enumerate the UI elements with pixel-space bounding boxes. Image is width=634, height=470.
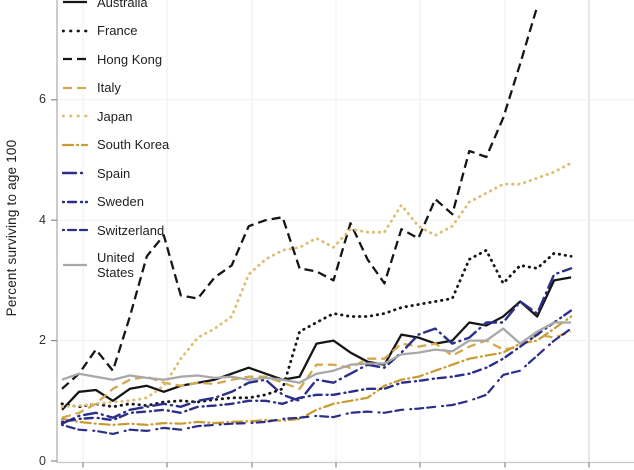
legend-label: Spain bbox=[97, 165, 131, 181]
y-tick-label: 4 bbox=[39, 212, 46, 227]
legend-label: Italy bbox=[97, 80, 121, 95]
legend-label: Australia bbox=[97, 0, 148, 10]
legend-item-hong-kong: Hong Kong bbox=[62, 50, 169, 68]
legend-item-switzerland: Switzerland bbox=[62, 221, 169, 239]
legend-item-france: France bbox=[62, 22, 169, 40]
y-axis-title: Percent surviving to age 100 bbox=[4, 139, 19, 317]
legend-swatch-line bbox=[63, 57, 87, 61]
legend-swatch-line bbox=[62, 29, 88, 32]
y-tick-label: 0 bbox=[39, 453, 46, 468]
legend-item-spain: Spain bbox=[62, 164, 169, 182]
legend-item-united-states: United States bbox=[62, 250, 169, 281]
legend-swatch-line bbox=[63, 263, 87, 267]
legend-swatch-line bbox=[62, 228, 88, 232]
legend-swatch-line bbox=[63, 86, 87, 89]
series-line-south-korea bbox=[60, 315, 573, 426]
series-line-australia bbox=[61, 276, 572, 411]
legend-swatch-line bbox=[62, 200, 88, 203]
legend-label: South Korea bbox=[97, 137, 170, 152]
legend-item-sweden: Sweden bbox=[62, 193, 169, 211]
legend: Australia France Hong Kong Italy Japan South … bbox=[62, 0, 169, 281]
legend-item-italy: Italy bbox=[62, 79, 169, 97]
y-tick-label: 2 bbox=[39, 333, 46, 348]
series-line-sweden bbox=[60, 309, 573, 424]
legend-item-australia: Australia bbox=[62, 0, 169, 11]
legend-swatch-line bbox=[62, 143, 88, 146]
legend-item-south-korea: South Korea bbox=[62, 136, 169, 154]
y-tick-label: 6 bbox=[39, 92, 46, 107]
legend-label: France bbox=[97, 23, 138, 38]
series-line-united-states bbox=[61, 321, 572, 384]
legend-label: Japan bbox=[97, 108, 133, 124]
series-line-japan bbox=[60, 161, 573, 409]
legend-label: Hong Kong bbox=[97, 51, 163, 67]
series-line-hong-kong bbox=[61, 6, 539, 390]
series-line-switzerland bbox=[60, 327, 573, 435]
legend-swatch-line bbox=[62, 171, 88, 175]
series-line-spain bbox=[60, 267, 573, 425]
legend-label: Sweden bbox=[97, 194, 144, 209]
legend-label: Switzerland bbox=[97, 222, 165, 238]
legend-item-japan: Japan bbox=[62, 107, 169, 125]
legend-label: United States bbox=[97, 250, 135, 280]
legend-swatch-line bbox=[62, 114, 88, 118]
legend-swatch-line bbox=[63, 0, 87, 4]
series-line-france bbox=[60, 248, 573, 409]
